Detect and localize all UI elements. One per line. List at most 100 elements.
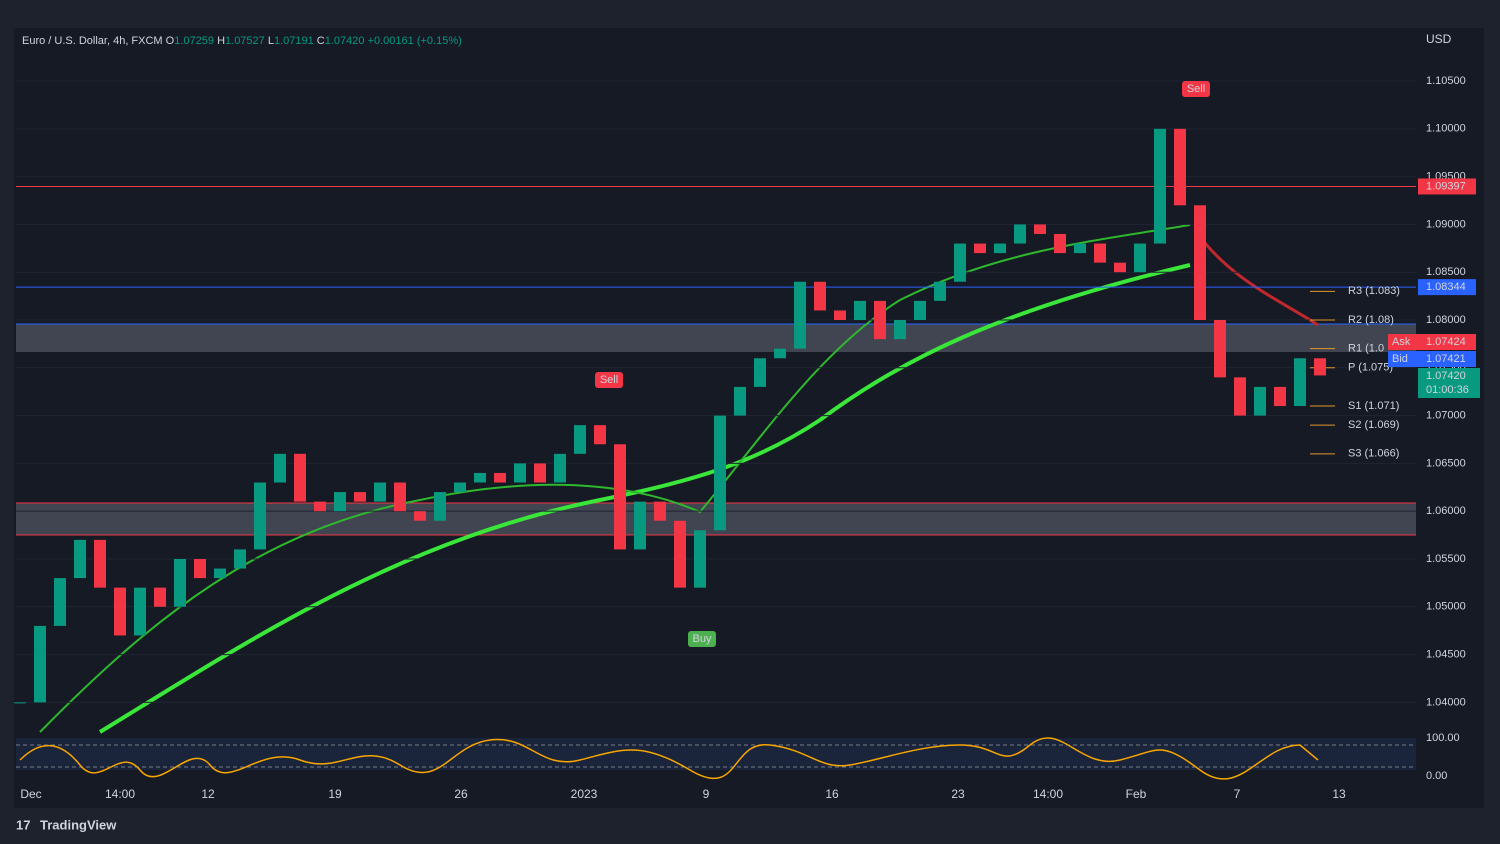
candle — [894, 320, 906, 340]
l-label: L — [268, 35, 274, 47]
currency: USD — [1426, 32, 1452, 46]
candle — [434, 492, 446, 521]
y-tick-label: 1.05000 — [1426, 601, 1466, 613]
countdown: 01:00:36 — [1426, 384, 1469, 396]
osc-tick-label: 0.00 — [1426, 770, 1447, 782]
candle — [234, 549, 246, 569]
pivot-label: R2 (1.08) — [1348, 314, 1394, 326]
level-tag — [1418, 279, 1476, 296]
x-tick-label: Dec — [20, 787, 41, 801]
candle — [1174, 128, 1186, 206]
candle — [1154, 128, 1166, 244]
candle — [274, 453, 286, 483]
candle — [1234, 377, 1246, 416]
level-label: 1.08344 — [1426, 281, 1466, 293]
candle — [114, 587, 126, 636]
brand: TradingView — [40, 817, 117, 832]
oscillator-band — [16, 738, 1416, 770]
x-tick-label: 14:00 — [1033, 787, 1063, 801]
y-tick-label: 1.10500 — [1426, 75, 1466, 87]
candle — [1094, 243, 1106, 263]
candle — [714, 415, 726, 531]
signal-tag — [595, 372, 623, 388]
signal-label: Buy — [693, 633, 712, 645]
pivot-label: S1 (1.071) — [1348, 400, 1399, 412]
x-tick-label: 2023 — [571, 787, 598, 801]
y-tick-label: 1.04500 — [1426, 648, 1466, 660]
last-price: 1.07420 — [1426, 370, 1466, 382]
oscillator — [19, 737, 1319, 780]
moving-average — [98, 263, 1191, 734]
signal-tag — [688, 631, 716, 647]
y-tick-label: 1.10000 — [1426, 123, 1466, 135]
candle — [734, 386, 746, 416]
candle — [1034, 224, 1046, 234]
candle — [134, 587, 146, 636]
candle — [1194, 205, 1206, 321]
last-tag — [1418, 368, 1480, 398]
candle — [534, 463, 546, 483]
candle — [954, 243, 966, 282]
candle — [354, 492, 366, 502]
x-tick-label: 9 — [703, 787, 710, 801]
candle — [94, 539, 106, 588]
quote-tag — [1388, 334, 1476, 350]
candle — [654, 501, 666, 521]
candle — [814, 281, 826, 311]
y-tick-label: 1.07000 — [1426, 410, 1466, 422]
candle — [934, 281, 946, 301]
candle — [494, 472, 506, 483]
y-tick-label: 1.05500 — [1426, 553, 1466, 565]
h-label: H — [217, 35, 225, 47]
candle — [1214, 320, 1226, 378]
candle — [854, 300, 866, 321]
candle — [974, 243, 986, 254]
candle — [794, 281, 806, 349]
signal-label: Sell — [1187, 83, 1205, 95]
signal-tag — [1182, 81, 1210, 97]
candle — [14, 702, 26, 704]
change: +0.00161 (+0.15%) — [368, 35, 462, 47]
o-value: 1.07259 — [174, 35, 214, 47]
quote-tag — [1388, 351, 1476, 367]
chart-pane — [14, 28, 1484, 808]
brand-logo: 17 — [16, 817, 30, 832]
candle — [774, 348, 786, 359]
pivot-label: R3 (1.083) — [1348, 285, 1400, 297]
quote-label: Ask — [1392, 336, 1411, 348]
symbol: Euro / U.S. Dollar, 4h, FXCM — [22, 35, 163, 47]
l-value: 1.07191 — [274, 35, 314, 47]
candle — [1134, 243, 1146, 273]
x-tick-label: 7 — [1234, 787, 1241, 801]
pivot-label: R1 (1.0 — [1348, 343, 1384, 355]
candle — [214, 568, 226, 579]
y-tick-label: 1.08500 — [1426, 266, 1466, 278]
candle — [634, 501, 646, 550]
candle — [994, 243, 1006, 254]
quote-value: 1.07421 — [1426, 353, 1466, 365]
o-label: O — [166, 35, 175, 47]
candle — [754, 358, 766, 387]
candle — [54, 578, 66, 626]
x-tick-label: Feb — [1126, 787, 1147, 801]
header: Euro / U.S. Dollar, 4h, FXCM O1.07259 H 1… — [22, 35, 462, 47]
candle — [414, 511, 426, 521]
y-tick-label: 1.06000 — [1426, 505, 1466, 517]
candle — [314, 501, 326, 512]
y-tick-label: 1.04000 — [1426, 696, 1466, 708]
candle — [1014, 224, 1026, 244]
candle — [74, 539, 86, 579]
candle — [574, 425, 586, 454]
candle — [674, 520, 686, 588]
osc-tick-label: 100.00 — [1426, 732, 1460, 744]
y-tick-label: 1.06500 — [1426, 457, 1466, 469]
candle — [194, 558, 206, 579]
candle — [474, 472, 486, 483]
pivot-label: S3 (1.066) — [1348, 448, 1399, 460]
x-tick-label: 16 — [825, 787, 839, 801]
level-label: 1.09397 — [1426, 180, 1466, 192]
candle — [1314, 358, 1326, 376]
candle — [334, 492, 346, 512]
